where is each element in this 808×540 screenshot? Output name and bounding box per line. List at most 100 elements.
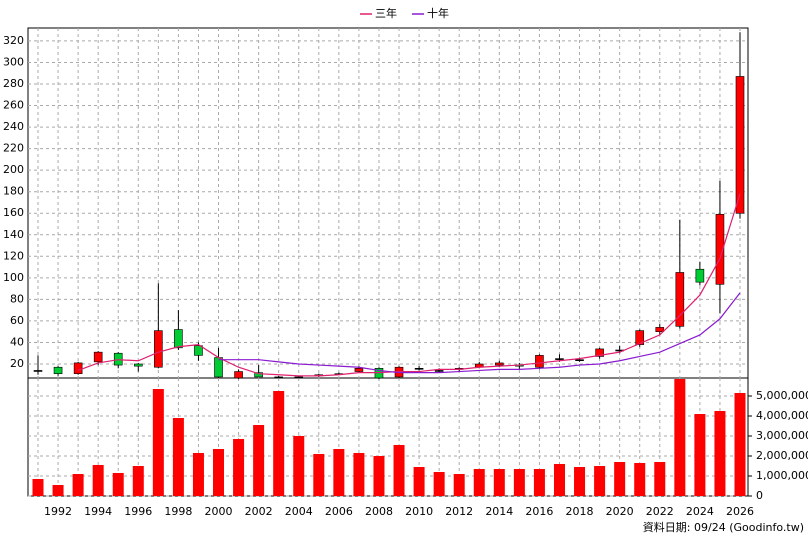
volume-bar xyxy=(574,467,586,496)
y-tick-label: 40 xyxy=(10,335,24,348)
candle-body xyxy=(274,376,283,379)
volume-bar xyxy=(453,474,465,496)
volume-bar xyxy=(493,469,505,496)
volume-bar xyxy=(233,439,245,496)
x-tick-label: 2026 xyxy=(726,505,754,518)
volume-bar xyxy=(132,466,144,496)
ma-line xyxy=(77,193,741,377)
candle-body xyxy=(254,372,263,378)
volume-bar xyxy=(473,469,485,496)
x-tick-label: 2008 xyxy=(365,505,393,518)
candle-body xyxy=(154,330,163,368)
x-tick-label: 2022 xyxy=(646,505,674,518)
x-tick-label: 2020 xyxy=(606,505,634,518)
y-tick-label: 0 xyxy=(756,489,763,502)
candle-body xyxy=(53,366,63,374)
y-tick-label: 5,000,000 xyxy=(756,389,808,402)
x-tick-label: 1998 xyxy=(164,505,192,518)
y-tick-label: 3,000,000 xyxy=(756,429,808,442)
volume-bar xyxy=(594,466,606,496)
y-tick-label: 4,000,000 xyxy=(756,409,808,422)
volume-bar xyxy=(513,469,525,496)
volume-bar xyxy=(553,464,565,496)
candle-body xyxy=(555,358,564,360)
candle-body xyxy=(595,348,604,357)
x-tick-label: 2006 xyxy=(325,505,353,518)
volume-bar xyxy=(273,391,285,496)
volume-bar xyxy=(52,485,64,496)
x-tick-label: 2018 xyxy=(566,505,594,518)
y-tick-label: 220 xyxy=(3,142,24,155)
volume-bar xyxy=(533,469,545,496)
y-tick-label: 60 xyxy=(10,314,24,327)
y-tick-label: 140 xyxy=(3,228,24,241)
x-tick-label: 1992 xyxy=(44,505,72,518)
y-tick-label: 300 xyxy=(3,55,24,68)
candle-body xyxy=(214,357,223,378)
x-tick-label: 2024 xyxy=(686,505,714,518)
y-tick-label: 120 xyxy=(3,249,24,262)
candle-body xyxy=(675,272,685,327)
y-tick-label: 20 xyxy=(10,357,24,370)
candle-body xyxy=(354,368,364,372)
x-tick-label: 1996 xyxy=(124,505,152,518)
candle-body xyxy=(655,327,665,332)
x-tick-label: 2012 xyxy=(445,505,473,518)
candle-body xyxy=(495,362,504,366)
volume-bar xyxy=(152,389,164,496)
y-tick-label: 260 xyxy=(3,99,24,112)
candle-body xyxy=(715,214,725,285)
volume-bar xyxy=(694,414,706,496)
volume-bar xyxy=(192,453,204,496)
volume-bar xyxy=(213,449,225,496)
volume-bar xyxy=(253,425,265,496)
volume-bar xyxy=(393,445,405,496)
candle-body xyxy=(695,268,705,283)
volume-bar xyxy=(674,379,686,496)
volume-bar xyxy=(353,453,365,496)
y-tick-label: 280 xyxy=(3,77,24,90)
candle-body xyxy=(133,363,143,367)
candle-body xyxy=(434,370,444,372)
x-tick-label: 2016 xyxy=(525,505,553,518)
volume-bar xyxy=(413,467,425,496)
candle-body xyxy=(33,370,43,372)
legend-label: 三年 xyxy=(375,6,397,20)
volume-bar xyxy=(32,479,44,496)
candle-body xyxy=(234,371,243,379)
x-tick-label: 1994 xyxy=(84,505,112,518)
candle-body xyxy=(414,368,424,370)
candle-body xyxy=(93,351,103,363)
ma-line xyxy=(218,292,741,374)
y-tick-label: 80 xyxy=(10,292,24,305)
volume-bar xyxy=(72,474,84,496)
candle-body xyxy=(294,376,304,379)
volume-bar xyxy=(293,436,305,496)
footnote: 資料日期: 09/24 (Goodinfo.tw) xyxy=(643,520,804,534)
volume-bar xyxy=(654,462,666,496)
y-tick-label: 180 xyxy=(3,185,24,198)
candle-body xyxy=(535,355,544,368)
y-tick-label: 100 xyxy=(3,271,24,284)
y-tick-label: 200 xyxy=(3,163,24,176)
volume-bar xyxy=(714,411,726,496)
x-tick-label: 2014 xyxy=(485,505,513,518)
price-panel xyxy=(27,27,749,379)
candle-body xyxy=(735,76,745,214)
legend-label: 十年 xyxy=(427,6,449,20)
x-tick-label: 2000 xyxy=(205,505,233,518)
volume-bar xyxy=(614,462,626,496)
y-tick-label: 320 xyxy=(3,34,24,47)
candle-body xyxy=(174,329,183,349)
volume-bar xyxy=(112,473,124,496)
volume-bar xyxy=(313,454,325,496)
y-tick-label: 2,000,000 xyxy=(756,449,808,462)
candle-body xyxy=(73,362,83,374)
volume-bar xyxy=(92,465,104,496)
y-tick-label: 160 xyxy=(3,206,24,219)
x-tick-label: 2002 xyxy=(245,505,273,518)
y-tick-label: 240 xyxy=(3,120,24,133)
candle-body xyxy=(194,345,203,356)
volume-bar xyxy=(734,393,746,496)
